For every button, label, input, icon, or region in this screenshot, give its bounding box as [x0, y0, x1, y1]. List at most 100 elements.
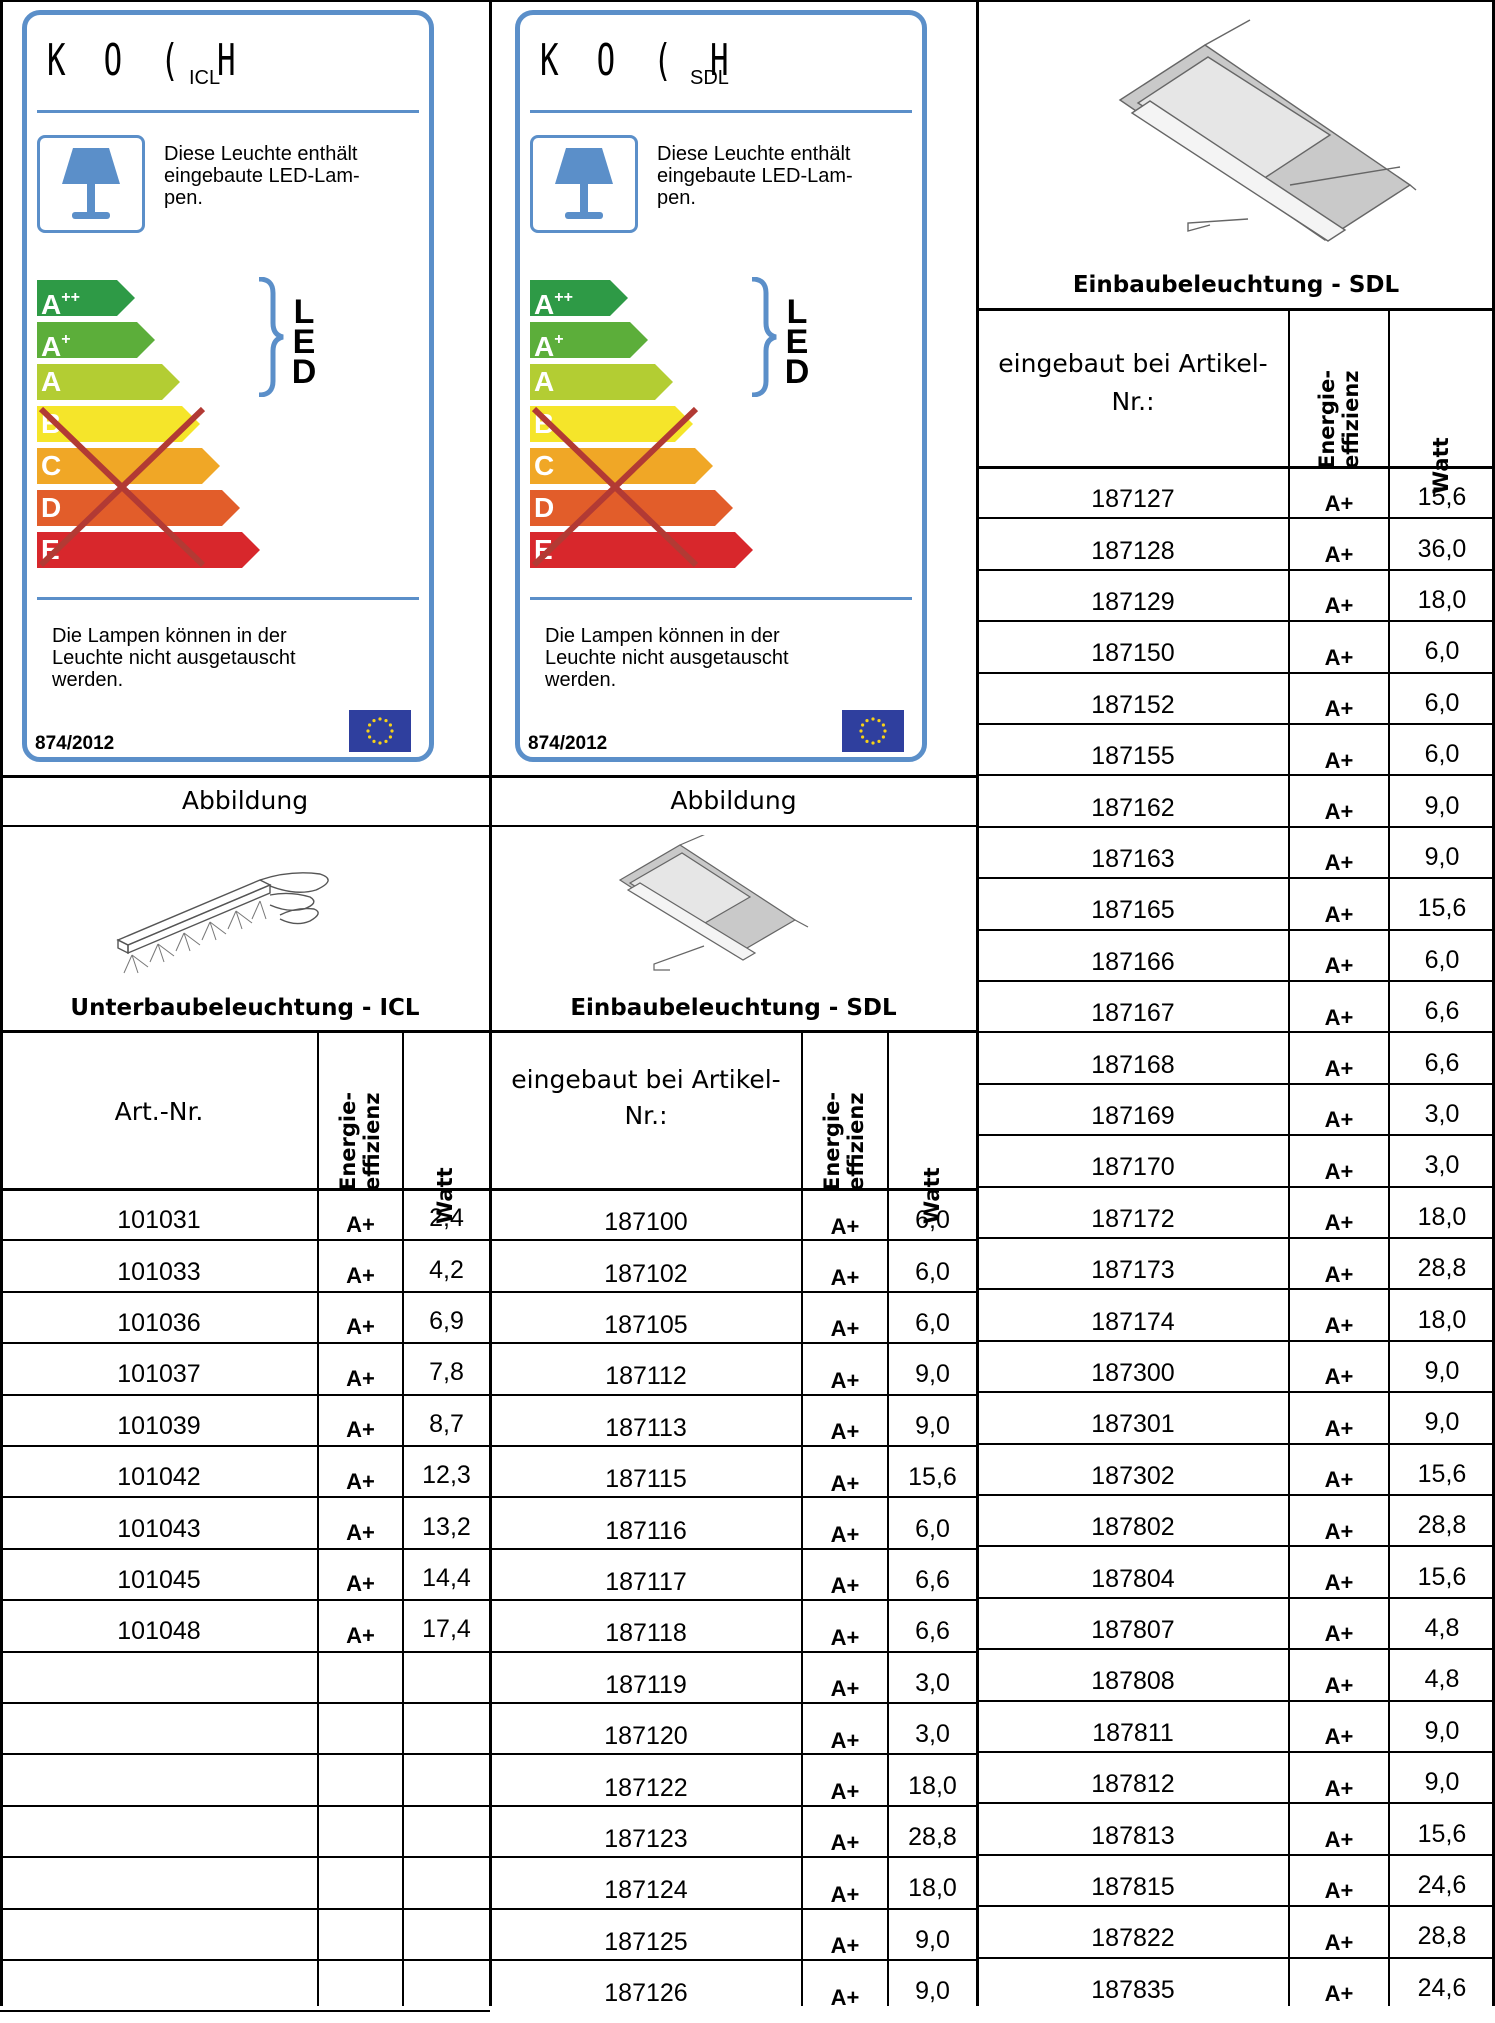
sdl-right-row-article-number: 187173	[1091, 1256, 1175, 1285]
sdl-mid-row-article-number: 187112	[605, 1362, 687, 1391]
grid-line	[1492, 0, 1495, 2006]
icl-row-article-number: 101033	[117, 1257, 201, 1286]
sdl-mid-row-article-number: 187115	[605, 1465, 687, 1494]
grid-line	[490, 1445, 977, 1447]
grid-line	[0, 1548, 490, 1550]
label-footer-line: werden.	[52, 669, 124, 691]
energy-class-label: D	[534, 492, 555, 523]
sdl-mid-row-watt: 28,8	[908, 1822, 957, 1851]
grid-line	[977, 1186, 1495, 1188]
sdl-right-row-watt: 15,6	[1417, 1459, 1467, 1488]
sdl-right-row-energy-class: A+	[1324, 542, 1354, 568]
energy-label-sdl: K O ( H SDL Diese Leuchte enthält eingebaut…	[515, 10, 927, 762]
grid-line	[977, 1700, 1495, 1702]
sdl-right-row-article-number: 187812	[1091, 1770, 1175, 1799]
sdl-mid-row-watt: 9,0	[915, 1977, 950, 2006]
label-footer-line: werden.	[545, 669, 617, 691]
sdl-right-row-article-number: 187150	[1091, 639, 1175, 668]
icl-row-article-number: 101043	[117, 1514, 201, 1543]
abbildung-label-sdl: Abbildung	[670, 785, 797, 815]
grid-line	[490, 1856, 977, 1858]
led-bracket	[255, 276, 285, 398]
grid-line	[0, 1908, 490, 1910]
header-eingebaut-right: eingebaut bei Artikel- Nr.:	[998, 349, 1268, 416]
header-energy-right: Energie- effizienz	[1315, 369, 1363, 469]
energy-class-arrow: E	[37, 532, 260, 568]
sdl-right-row-watt: 15,6	[1417, 483, 1467, 512]
label-text-line: pen.	[164, 187, 203, 209]
grid-line	[977, 517, 1495, 519]
header-watt-right: Watt	[1389, 310, 1495, 494]
grid-line	[490, 1959, 977, 1961]
sdl-right-row-article-number: 187813	[1091, 1821, 1175, 1850]
grid-line	[977, 774, 1495, 776]
header-art-nr: Art.-Nr.	[114, 1096, 204, 1126]
icl-row-watt: 17,4	[422, 1615, 471, 1644]
sdl-right-row-article-number: 187807	[1091, 1615, 1175, 1644]
cross-out-mark	[530, 405, 700, 570]
sdl-mid-row-energy-class: A+	[830, 1624, 860, 1650]
grid-line	[977, 308, 1495, 311]
sdl-right-row-article-number: 187168	[1091, 1050, 1175, 1079]
sdl-mid-row-energy-class: A+	[830, 1367, 860, 1393]
sdl-mid-row-energy-class: A+	[830, 1676, 860, 1702]
grid-line	[490, 1651, 977, 1653]
sdl-right-row-watt: 28,8	[1417, 1254, 1467, 1283]
lamp-icon-frame	[37, 135, 145, 233]
sdl-right-row-article-number: 187165	[1091, 896, 1175, 925]
grid-line	[0, 1651, 490, 1653]
sdl-mid-row-energy-class: A+	[830, 1265, 860, 1291]
sdl-right-row-watt: 28,8	[1417, 1511, 1467, 1540]
sdl-right-row-energy-class: A+	[1324, 1313, 1354, 1339]
icl-row-energy-class: A+	[346, 1314, 375, 1340]
regulation-number: 874/2012	[35, 733, 115, 754]
grid-line	[977, 1031, 1495, 1033]
sdl-right-row-watt: 36,0	[1417, 534, 1467, 563]
grid-line	[0, 1030, 977, 1033]
sdl-right-row-watt: 6,6	[1424, 1048, 1460, 1077]
grid-line	[977, 980, 1495, 982]
sdl-mid-row-watt: 15,6	[908, 1463, 957, 1492]
grid-line	[0, 1342, 490, 1344]
sdl-right-row-energy-class: A+	[1324, 593, 1354, 619]
grid-line	[977, 929, 1495, 931]
icl-light-image	[116, 872, 329, 974]
energy-class-arrow: A++	[530, 280, 628, 320]
icl-row-energy-class: A+	[346, 1468, 375, 1494]
sdl-right-row-watt: 4,8	[1424, 1665, 1460, 1694]
label-footer-line: Leuchte nicht ausgetauscht	[52, 647, 296, 669]
sdl-right-row-energy-class: A+	[1324, 1672, 1354, 1698]
icl-row-article-number: 101045	[117, 1565, 201, 1594]
sdl-mid-row-energy-class: A+	[830, 1933, 860, 1959]
energy-class-arrow: C	[37, 448, 220, 484]
sdl-right-row-energy-class: A+	[1324, 1261, 1354, 1287]
sdl-mid-row-article-number: 187100	[604, 1208, 688, 1237]
grid-line	[490, 1599, 977, 1601]
label-text-line: eingebaute LED-Lam-	[657, 165, 853, 187]
sdl-right-row-energy-class: A+	[1324, 747, 1354, 773]
sdl-right-row-watt: 6,0	[1424, 945, 1460, 974]
icl-row-article-number: 101036	[117, 1308, 201, 1337]
grid-line	[977, 826, 1495, 828]
sdl-right-row-energy-class: A+	[1324, 1415, 1354, 1441]
led-bracket	[748, 276, 778, 398]
sdl-mid-row-energy-class: A+	[830, 1984, 860, 2010]
icl-row-energy-class: A+	[346, 1211, 375, 1237]
sdl-mid-row-energy-class: A+	[830, 1316, 860, 1342]
sdl-right-row-article-number: 187162	[1091, 793, 1175, 822]
icl-row-watt: 13,2	[422, 1512, 471, 1541]
sdl-right-row-energy-class: A+	[1324, 1158, 1354, 1184]
sdl-mid-row-article-number: 187102	[604, 1259, 688, 1288]
grid-line	[0, 1753, 490, 1755]
sdl-mid-row-energy-class: A+	[830, 1213, 860, 1239]
energy-class-label: D	[41, 492, 62, 523]
sdl-right-row-energy-class: A+	[1324, 696, 1354, 722]
icl-row-article-number: 101037	[117, 1360, 201, 1389]
sdl-right-row-watt: 9,0	[1424, 1768, 1460, 1797]
sdl-right-row-energy-class: A+	[1324, 1467, 1354, 1493]
sdl-right-row-watt: 24,6	[1417, 1870, 1467, 1899]
sdl-right-row-article-number: 187835	[1091, 1975, 1175, 2004]
icl-row-energy-class: A+	[346, 1417, 375, 1443]
header-eingebaut-middle: eingebaut bei Artikel- Nr.:	[511, 1065, 781, 1130]
brand-logo: K O ( H	[47, 35, 246, 86]
